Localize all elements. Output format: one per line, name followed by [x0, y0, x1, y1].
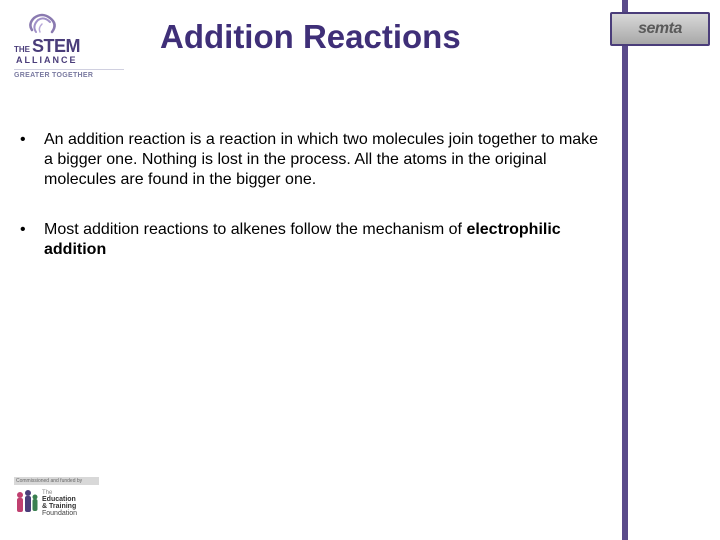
footer-line-education: Education: [42, 496, 77, 503]
bullet-text: An addition reaction is a reaction in wh…: [44, 130, 600, 190]
stem-alliance-logo: THE STEM ALLIANCE GREATER TOGETHER: [14, 10, 124, 79]
semta-text: semta: [638, 20, 682, 38]
bullet-item: • An addition reaction is a reaction in …: [20, 130, 600, 190]
content-area: • An addition reaction is a reaction in …: [20, 130, 600, 290]
vertical-accent-bar: [622, 0, 628, 540]
bullet-item: • Most addition reactions to alkenes fol…: [20, 220, 600, 260]
bullet-prefix: Most addition reactions to alkenes follo…: [44, 221, 466, 238]
footer-text-block: The Education & Training Foundation: [42, 490, 77, 517]
stem-main: STEM: [32, 36, 80, 57]
footer-line-training: & Training: [42, 503, 77, 510]
slide-title: Addition Reactions: [160, 18, 461, 56]
footer-commissioned-text: Commissioned and funded by: [14, 477, 99, 485]
slide-container: THE STEM ALLIANCE GREATER TOGETHER semta…: [0, 0, 720, 540]
bullet-marker-icon: •: [20, 220, 44, 260]
footer-line-foundation: Foundation: [42, 510, 77, 517]
stem-tagline: GREATER TOGETHER: [14, 69, 124, 79]
bullet-marker-icon: •: [20, 130, 44, 190]
bullet-text: Most addition reactions to alkenes follo…: [44, 220, 600, 260]
stem-prefix: THE: [14, 45, 30, 54]
stem-sub: ALLIANCE: [16, 55, 78, 65]
semta-logo: semta: [610, 12, 710, 46]
education-training-foundation-logo: Commissioned and funded by The Education…: [14, 477, 99, 532]
stem-swirl-icon: [24, 10, 62, 38]
people-icon: [14, 487, 40, 517]
